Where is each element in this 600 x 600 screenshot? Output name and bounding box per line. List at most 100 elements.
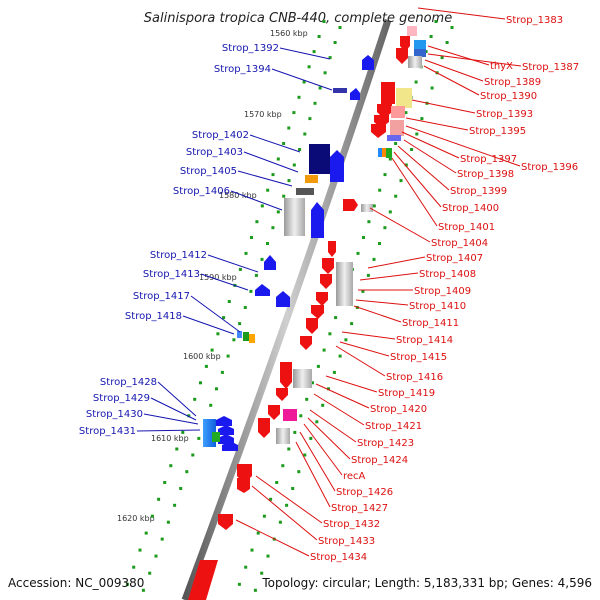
gc-dot (227, 300, 231, 303)
label-strop-1396: Strop_1396 (521, 162, 578, 173)
leader-line (200, 273, 249, 291)
gene-feature (391, 106, 405, 118)
gc-dot (215, 387, 218, 391)
gc-dot (383, 226, 387, 230)
leader-line (279, 47, 331, 60)
gc-dot (148, 571, 152, 575)
gc-dot (350, 322, 354, 326)
gc-dot (305, 397, 309, 401)
gc-dot (292, 111, 296, 115)
leader-line (397, 145, 450, 191)
label-strop-1419: Strop_1419 (378, 388, 435, 399)
gc-dot (197, 436, 201, 440)
gene-forward (311, 202, 324, 238)
gc-dot (173, 503, 177, 507)
label-strop-1401: Strop_1401 (438, 222, 495, 233)
gc-dot (125, 582, 129, 586)
label-strop-1411: Strop_1411 (402, 318, 459, 329)
gc-dot (210, 348, 214, 352)
gc-dot (250, 236, 253, 239)
gc-dot (175, 447, 179, 451)
kbp-tick-1570: 1570 kbp (244, 110, 282, 119)
gc-dot (404, 111, 408, 115)
gene-forward (222, 441, 238, 451)
gc-dot (440, 56, 444, 60)
gene-forward (218, 425, 234, 435)
gc-dot (415, 132, 419, 136)
gene-feature (249, 334, 255, 343)
label-strop-1429: Strop_1429 (93, 393, 150, 404)
gene-feature (276, 428, 290, 444)
gc-dot (333, 41, 337, 44)
gc-dot (332, 370, 336, 374)
label-strop-1434: Strop_1434 (310, 552, 367, 563)
gc-dot (266, 188, 270, 192)
gc-dot (276, 210, 280, 214)
gc-dot (222, 316, 226, 320)
gc-dot (281, 464, 285, 468)
label-strop-1393: Strop_1393 (476, 109, 533, 120)
gc-dot (193, 397, 197, 401)
gc-dot (420, 117, 424, 121)
leader-line (299, 431, 336, 492)
gc-dot (399, 179, 403, 183)
left-features (203, 198, 305, 447)
leader-line (423, 65, 480, 96)
label-strop-1399: Strop_1399 (450, 186, 507, 197)
reverse-genes (188, 26, 417, 600)
gene-feature (390, 120, 404, 136)
leader-line (207, 254, 259, 273)
label-strop-1398: Strop_1398 (457, 169, 514, 180)
gc-dot (287, 447, 291, 451)
gene-reverse (328, 241, 336, 257)
label-strop-1415: Strop_1415 (390, 352, 447, 363)
gc-dot (166, 520, 170, 524)
label-strop-1420: Strop_1420 (370, 404, 427, 415)
label-strop-1394: Strop_1394 (214, 64, 271, 75)
gc-dot (362, 236, 365, 239)
gene-reverse (218, 514, 233, 530)
label-strop-1395: Strop_1395 (469, 126, 526, 137)
label-strop-1406: Strop_1406 (173, 186, 230, 197)
gc-dot (334, 316, 338, 320)
gc-dot (410, 148, 414, 151)
leader-line (271, 68, 333, 91)
gc-dot (299, 414, 303, 418)
gc-dot (404, 163, 408, 167)
label-strop-1427: Strop_1427 (331, 503, 388, 514)
gene-forward (305, 175, 318, 183)
label-strop-1413: Strop_1413 (143, 269, 200, 280)
label-strop-1416: Strop_1416 (386, 372, 443, 383)
gene-reverse (268, 405, 280, 420)
gc-dot (445, 41, 449, 44)
gene-reverse (258, 418, 270, 438)
gc-dot (266, 242, 269, 245)
gc-dot (344, 338, 348, 342)
label-strop-1400: Strop_1400 (442, 203, 499, 214)
gc-dot (169, 464, 173, 468)
forward-genes (216, 55, 374, 451)
leader-line (359, 272, 419, 281)
gene-reverse (276, 388, 288, 401)
gene-feature (380, 148, 386, 157)
gc-dot (291, 487, 295, 490)
label-strop-1387: Strop_1387 (522, 62, 579, 73)
gene-feature (378, 148, 382, 157)
leader-line (335, 345, 386, 377)
leader-line (143, 413, 199, 425)
gc-dot (367, 220, 371, 224)
leader-line (150, 397, 197, 421)
label-strop-1421: Strop_1421 (365, 421, 422, 432)
gc-dot (323, 71, 327, 75)
gc-dot (187, 414, 191, 418)
gc-dot (287, 126, 291, 130)
kbp-ticks: 1560 kbp 1570 kbp 1580 kbp 1590 kbp 1600… (117, 29, 308, 523)
gene-feature (386, 148, 392, 158)
gc-dot (220, 370, 224, 374)
leader-line (391, 157, 438, 227)
label-strop-1431: Strop_1431 (79, 426, 136, 437)
label-strop-1426: Strop_1426 (336, 487, 393, 498)
gene-feature (361, 204, 373, 212)
leader-line (237, 170, 293, 187)
kbp-tick-1560: 1560 kbp (270, 29, 308, 38)
